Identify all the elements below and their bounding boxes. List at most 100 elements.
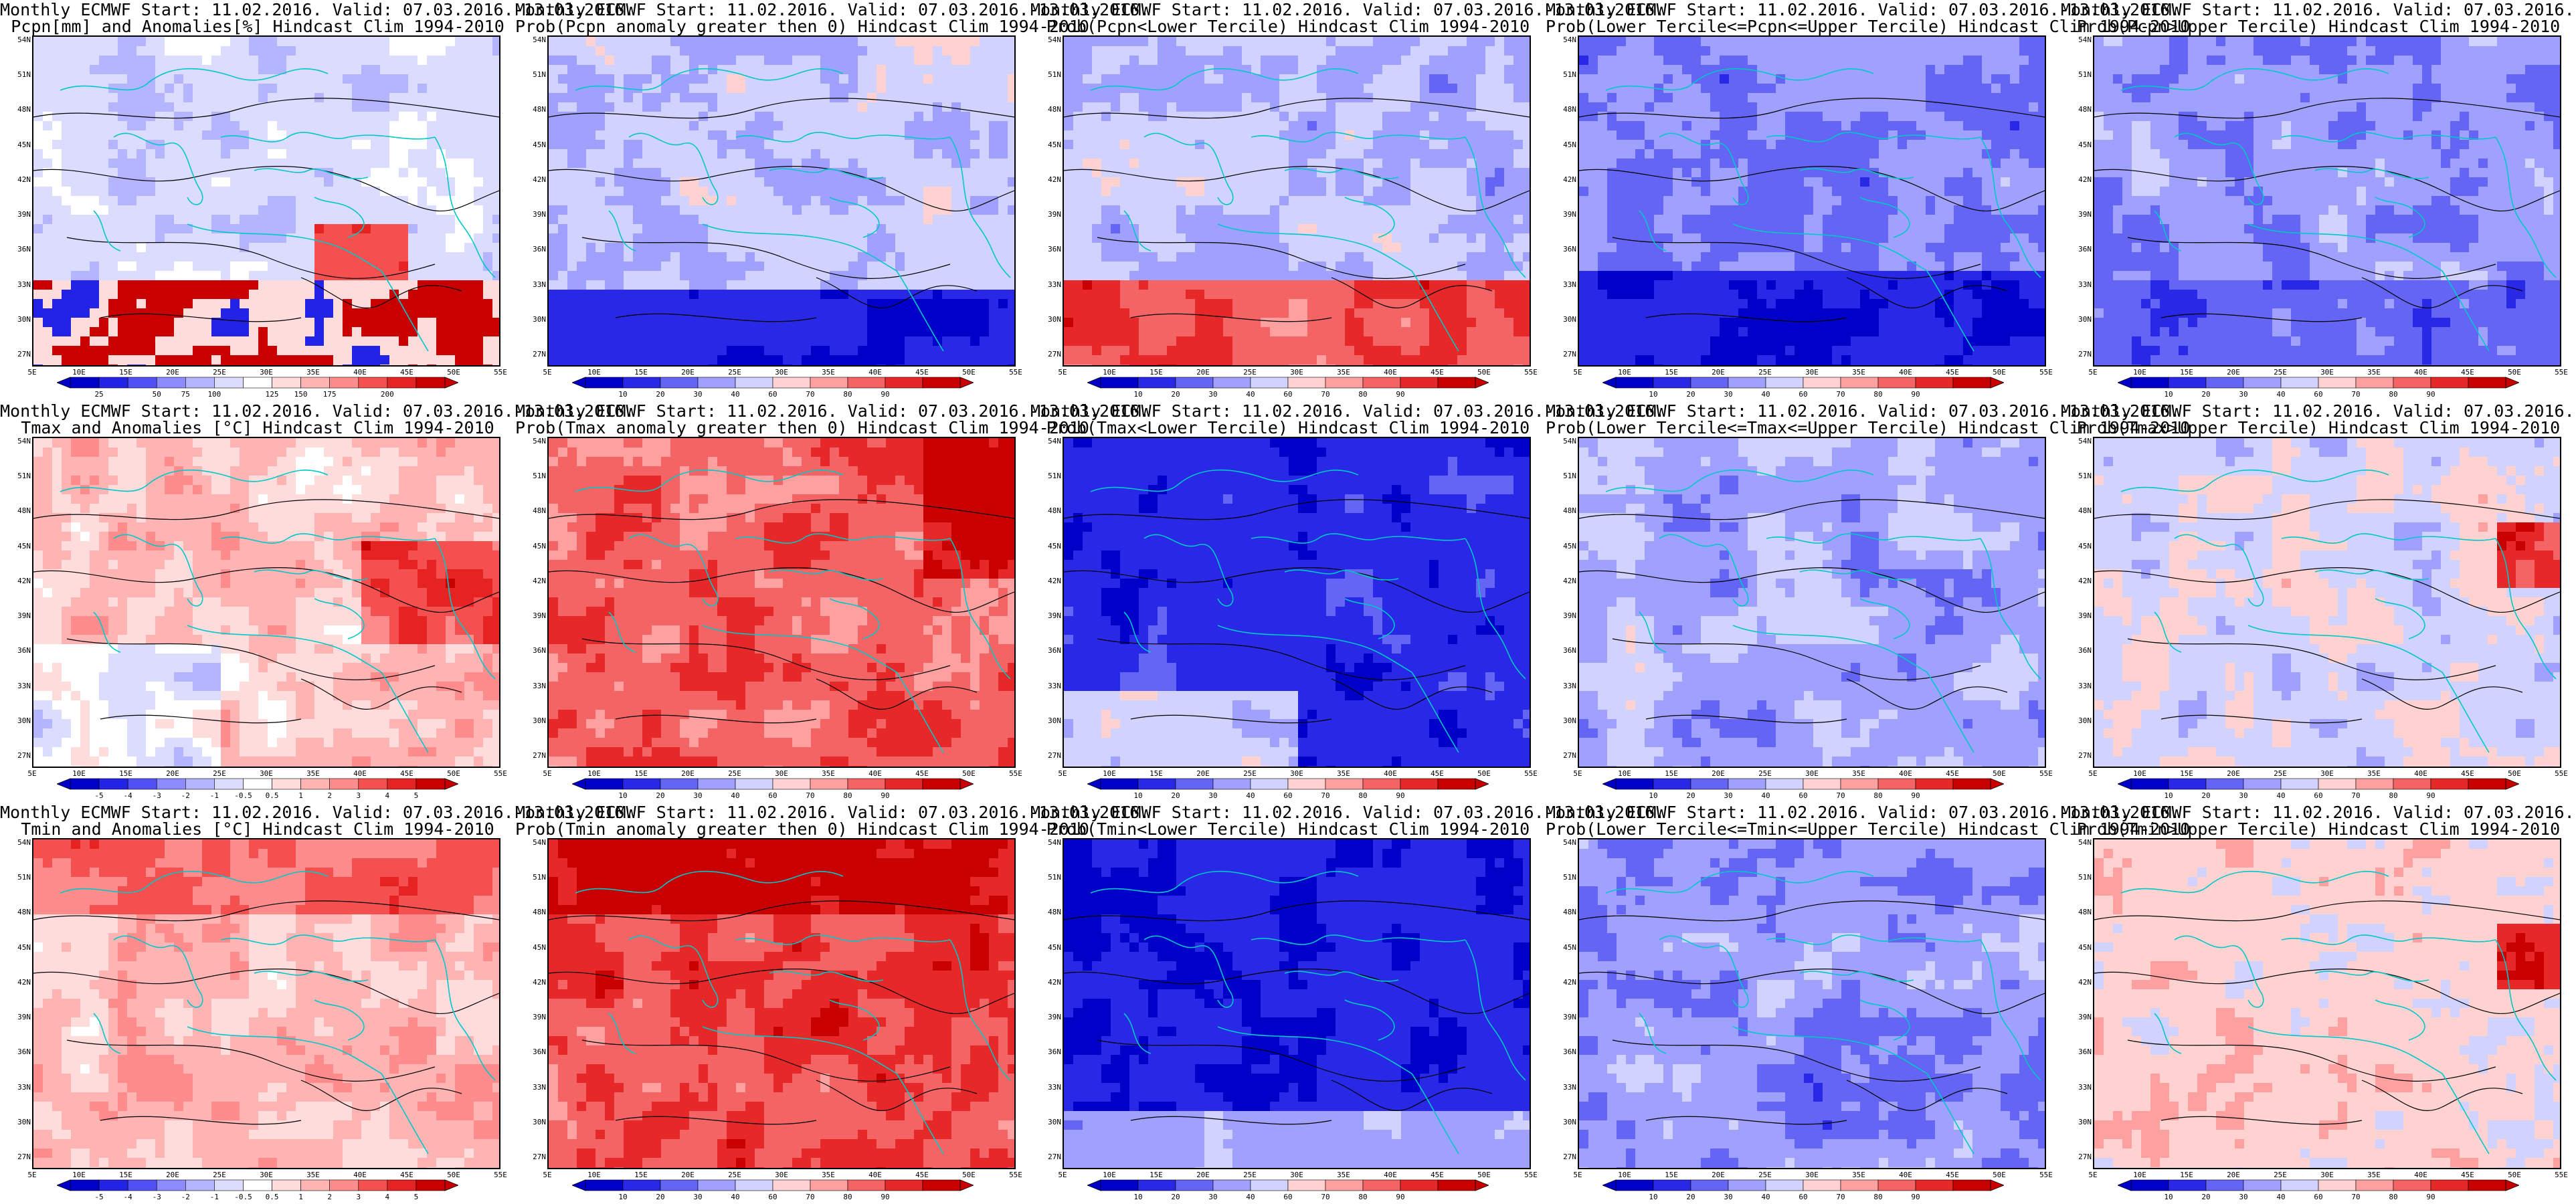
coastline bbox=[608, 1013, 636, 1054]
lon-tick-label: 20E bbox=[1705, 770, 1732, 778]
contour-line bbox=[1579, 166, 2045, 211]
colorbar-segment bbox=[2468, 1179, 2506, 1191]
coastline bbox=[829, 598, 880, 639]
colorbar-segment bbox=[2393, 377, 2431, 389]
colorbar-tick-label: 1 bbox=[288, 1193, 314, 1201]
coastline bbox=[829, 999, 880, 1041]
colorbar-segment bbox=[2355, 778, 2394, 790]
colorbar bbox=[57, 778, 458, 790]
lon-tick-label: 50E bbox=[1986, 369, 2013, 377]
lon-tick-label: 5E bbox=[2080, 1171, 2106, 1179]
lat-tick-label: 39N bbox=[525, 1013, 546, 1021]
coastline bbox=[1465, 136, 1526, 278]
lat-tick-label: 42N bbox=[1555, 978, 1576, 987]
lat-tick-label: 42N bbox=[9, 978, 31, 987]
lon-tick-label: 55E bbox=[2548, 369, 2575, 377]
coastline bbox=[1123, 210, 1152, 252]
lat-tick-label: 39N bbox=[9, 1013, 31, 1021]
coastline bbox=[187, 1026, 429, 1155]
colorbar-segment bbox=[697, 1179, 736, 1191]
coastline bbox=[735, 934, 951, 945]
contour-line bbox=[1331, 277, 1493, 308]
colorbar-segment bbox=[2130, 778, 2169, 790]
lat-tick-label: 39N bbox=[1040, 612, 1061, 620]
map-panel: Monthly ECMWF Start: 11.02.2016. Valid: … bbox=[515, 803, 1149, 1204]
colorbar-tick-label: 60 bbox=[1790, 391, 1817, 399]
colorbar-segment bbox=[1287, 377, 1326, 389]
colorbar-left-arrow bbox=[1087, 778, 1101, 790]
colorbar-tick-label: 90 bbox=[1902, 792, 1929, 800]
colorbar-segment bbox=[1175, 778, 1214, 790]
contour-line bbox=[1846, 678, 2008, 710]
colorbar-right-arrow bbox=[2505, 1179, 2519, 1191]
coastline bbox=[702, 625, 944, 753]
colorbar-segment bbox=[387, 377, 417, 389]
lon-tick-label: 20E bbox=[1705, 369, 1732, 377]
lon-tick-label: 50E bbox=[1471, 1171, 1497, 1179]
colorbar-segment bbox=[2130, 377, 2169, 389]
colorbar-left-arrow bbox=[1087, 1179, 1101, 1191]
lon-tick-label: 55E bbox=[1517, 770, 1544, 778]
lat-tick-label: 33N bbox=[2070, 280, 2092, 289]
lat-tick-label: 27N bbox=[2070, 1153, 2092, 1161]
coastline bbox=[220, 533, 436, 544]
lat-tick-label: 42N bbox=[2070, 978, 2092, 987]
colorbar-segment bbox=[329, 778, 359, 790]
lat-tick-label: 36N bbox=[1040, 1048, 1061, 1056]
colorbar-tick-label: 30 bbox=[1715, 792, 1742, 800]
lat-tick-label: 33N bbox=[1555, 280, 1576, 289]
colorbar-tick-label: 80 bbox=[834, 1193, 861, 1201]
lon-tick-label: 30E bbox=[253, 770, 280, 778]
lon-tick-label: 45E bbox=[1939, 369, 1966, 377]
colorbar-segment bbox=[1765, 1179, 1804, 1191]
lon-tick-label: 45E bbox=[2454, 1171, 2481, 1179]
colorbar-tick-label: 20 bbox=[2193, 391, 2219, 399]
contour-line bbox=[1064, 567, 1530, 613]
contour-line bbox=[2127, 237, 2496, 279]
contour-line bbox=[2094, 900, 2560, 922]
colorbar-segment bbox=[847, 377, 886, 389]
lon-tick-label: 35E bbox=[300, 770, 327, 778]
colorbar-tick-label: 10 bbox=[1640, 391, 1667, 399]
map-area bbox=[2093, 437, 2561, 768]
coastline bbox=[2281, 533, 2496, 544]
colorbar-tick-label: 10 bbox=[1125, 792, 1152, 800]
colorbar-segment bbox=[2243, 778, 2282, 790]
colorbar-tick-label: 80 bbox=[2380, 792, 2407, 800]
colorbar-segment bbox=[2430, 377, 2469, 389]
colorbar-tick-label: 30 bbox=[1200, 792, 1226, 800]
coastline bbox=[220, 132, 436, 142]
lat-tick-label: 48N bbox=[525, 106, 546, 114]
coastline bbox=[1859, 197, 1910, 238]
colorbar-segment bbox=[1653, 778, 1691, 790]
colorbar-tick-label: 80 bbox=[834, 792, 861, 800]
coastline bbox=[1766, 533, 1981, 544]
lat-tick-label: 48N bbox=[525, 908, 546, 916]
colorbar-segment bbox=[416, 778, 446, 790]
map-panel: Monthly ECMWF Start: 11.02.2016. Valid: … bbox=[1546, 803, 2190, 1204]
lon-tick-label: 45E bbox=[393, 1171, 420, 1179]
colorbar-tick-label: -5 bbox=[86, 792, 112, 800]
colorbar bbox=[1602, 377, 2004, 389]
coastline bbox=[2375, 999, 2425, 1041]
colorbar-tick-label: 60 bbox=[2305, 1193, 2332, 1201]
coastline bbox=[1465, 939, 1526, 1081]
lat-tick-label: 51N bbox=[1555, 472, 1576, 480]
coastline bbox=[702, 1026, 944, 1155]
lat-tick-label: 48N bbox=[1555, 106, 1576, 114]
lat-tick-label: 42N bbox=[1555, 577, 1576, 585]
colorbar-segment bbox=[70, 377, 100, 389]
coastline bbox=[1766, 934, 1981, 945]
contour-line bbox=[2127, 1039, 2496, 1082]
coastline bbox=[2495, 538, 2557, 680]
coastline bbox=[187, 223, 429, 352]
colorbar-tick-label: 150 bbox=[288, 391, 314, 399]
lon-tick-label: 40E bbox=[2407, 770, 2434, 778]
contour-line bbox=[2160, 714, 2363, 724]
colorbar-segment bbox=[1840, 778, 1879, 790]
lat-tick-label: 45N bbox=[1555, 943, 1576, 952]
colorbar-segment bbox=[300, 377, 330, 389]
lon-tick-label: 30E bbox=[2314, 1171, 2340, 1179]
lon-tick-label: 55E bbox=[2548, 1171, 2575, 1179]
panel-title-line2: Prob(Tmax anomaly greater then 0) Hindca… bbox=[515, 419, 1089, 437]
